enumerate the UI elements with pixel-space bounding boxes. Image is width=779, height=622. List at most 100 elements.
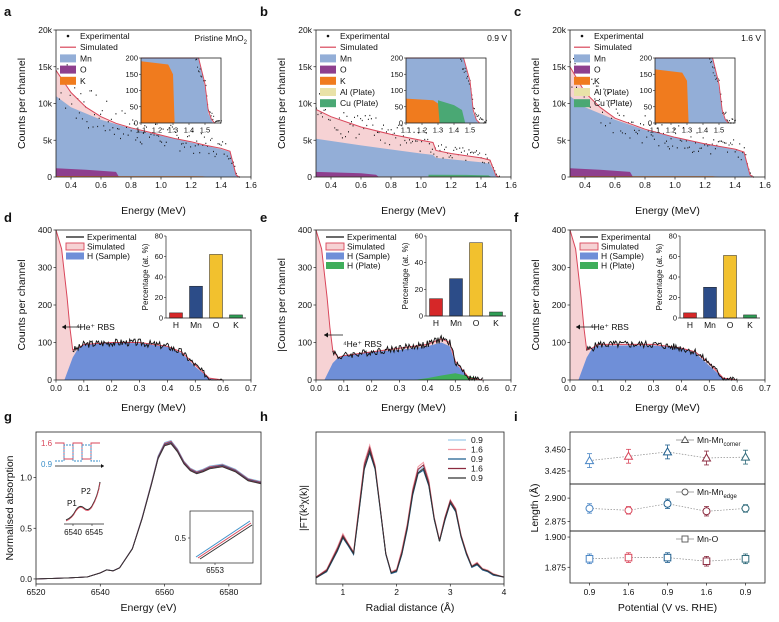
legend-swatch [574, 99, 590, 108]
y-axis-title: Counts per channel [530, 58, 542, 149]
x-tick-label: 0.2 [106, 383, 118, 393]
panel-label: g [4, 409, 12, 424]
y-tick-label: 100 [38, 338, 52, 348]
inset-y-tick-label: 50 [395, 102, 403, 111]
edge-line [197, 522, 252, 559]
x-tick-label: 6520 [27, 587, 46, 597]
bar-Mn [449, 278, 463, 317]
edge-inset: 6553 0.5 [175, 510, 254, 575]
h-sample-area [64, 342, 218, 380]
legend: 0.91.60.91.60.9 [448, 435, 483, 483]
inset-x-tick-label: 1.2 [666, 126, 676, 135]
legend-label: Experimental [347, 232, 397, 242]
legend-swatch [320, 54, 336, 63]
y-tick-label: 20k [552, 25, 566, 35]
x-tick-label: 4 [502, 587, 507, 597]
data-point [585, 504, 594, 513]
legend-label: K [80, 76, 86, 86]
h-plate-area [413, 373, 484, 380]
legend-label: Al (Plate) [340, 87, 375, 97]
data-point [624, 506, 633, 515]
x-tick-label: 0.5 [449, 383, 461, 393]
x-tick-label: 0.7 [245, 383, 257, 393]
subpanel-mn-o: 1.875 1.900 Mn-O [545, 530, 766, 584]
inset-k-area [141, 61, 175, 123]
bar-K [229, 314, 243, 319]
x-axis-title: Energy (MeV) [381, 205, 446, 217]
legend-label: Simulated [594, 42, 632, 52]
x-tick-label: 1.6 [505, 180, 517, 190]
y-tick-label: 1.875 [545, 562, 567, 572]
legend-swatch [65, 242, 85, 251]
legend-swatch [60, 65, 76, 74]
x-axis-title: Energy (MeV) [121, 402, 186, 414]
legend-swatch [574, 65, 590, 74]
legend-swatch [580, 252, 598, 260]
legend-label: Al (Plate) [594, 87, 629, 97]
legend-label: Experimental [80, 31, 130, 41]
condition-tag: 1.6 V [741, 33, 761, 43]
bar-y-tick-label: 80 [669, 232, 677, 241]
inset-x-tick-label: 1.4 [184, 126, 194, 135]
o-area [56, 168, 119, 177]
x-tick-label: 0.4 [162, 383, 174, 393]
legend-label: K [340, 76, 346, 86]
data-point [741, 504, 750, 513]
x-tick-label: 0.0 [50, 383, 62, 393]
panel-label: h [260, 409, 268, 424]
bar-Mn [703, 287, 717, 319]
x-tick-label: 0.9 [584, 587, 596, 597]
y-tick-label: 5k [557, 135, 567, 145]
y-tick-label: 300 [552, 263, 566, 273]
chart-panel-e: 0.0 0.1 0.2 0.3 0.4 0.5 0.6 0.70100200300400Ene… [260, 210, 517, 414]
inset-y-tick-label: 150 [639, 70, 652, 79]
y-tick-label: 5k [303, 135, 313, 145]
bar-O [469, 242, 483, 317]
legend-label: K [594, 76, 600, 86]
y-tick-label: 100 [552, 338, 566, 348]
legend-swatch [580, 34, 584, 38]
bar-inset: H Mn O K 0 20 40 60 Percentage (at. %) [401, 232, 506, 328]
data-point [585, 555, 594, 563]
legend-swatch [574, 76, 590, 85]
y-axis-title: Counts per channel [276, 58, 288, 149]
inset-cu-area [438, 100, 466, 123]
legend-marker [681, 488, 689, 496]
bar-y-axis-title: Percentage (at. %) [141, 243, 150, 310]
annotation-arrowhead [576, 324, 580, 330]
inset-y-tick-label: 0 [399, 119, 403, 128]
data-point [702, 557, 711, 566]
legend-swatch [579, 242, 599, 251]
bar-K [489, 311, 503, 317]
x-tick-label: 0.6 [731, 383, 743, 393]
legend-swatch [320, 88, 336, 96]
legend-swatch [60, 76, 76, 85]
x-tick-label: 0.7 [505, 383, 517, 393]
y-tick-label: 100 [298, 338, 312, 348]
legend-label: Mn-Mnedge [697, 487, 737, 500]
mn-area [570, 96, 753, 177]
x-tick-label: 0.1 [78, 383, 90, 393]
x-tick-label: 1.6 [623, 587, 635, 597]
legend-label: Mn [594, 53, 606, 63]
bar-H [169, 312, 183, 319]
legend-label: Simulated [80, 42, 118, 52]
mn-area [56, 96, 239, 177]
edge-tick-label: 0.5 [175, 534, 187, 543]
x-tick-label: 0.3 [394, 383, 406, 393]
inset-chart: 1.1 1.2 1.3 1.4 1.5 0 50 100 150 200 [639, 54, 736, 135]
subpanel-mn-mn-corner: 3.425 3.450 Mn-Mncorner [545, 431, 766, 485]
inset-k-area [655, 69, 689, 123]
subpanel-mn-mn-edge: 2.875 2.900 Mn-Mnedge [545, 483, 766, 532]
inset-x-tick-label: 1.3 [682, 126, 692, 135]
x-tick-label: 0.3 [648, 383, 660, 393]
inset-x-tick-label: 1.3 [433, 126, 443, 135]
x-tick-label: 0.1 [592, 383, 604, 393]
bar-y-tick-label: 0 [159, 314, 163, 323]
inset-x-tick-label: 1.1 [401, 126, 411, 135]
bar-inset: H Mn O K 0 20 40 60 80 Percentage (at. %) [655, 232, 760, 330]
data-point [584, 455, 595, 465]
panel-label: c [514, 4, 521, 19]
experimental-points [570, 57, 754, 178]
